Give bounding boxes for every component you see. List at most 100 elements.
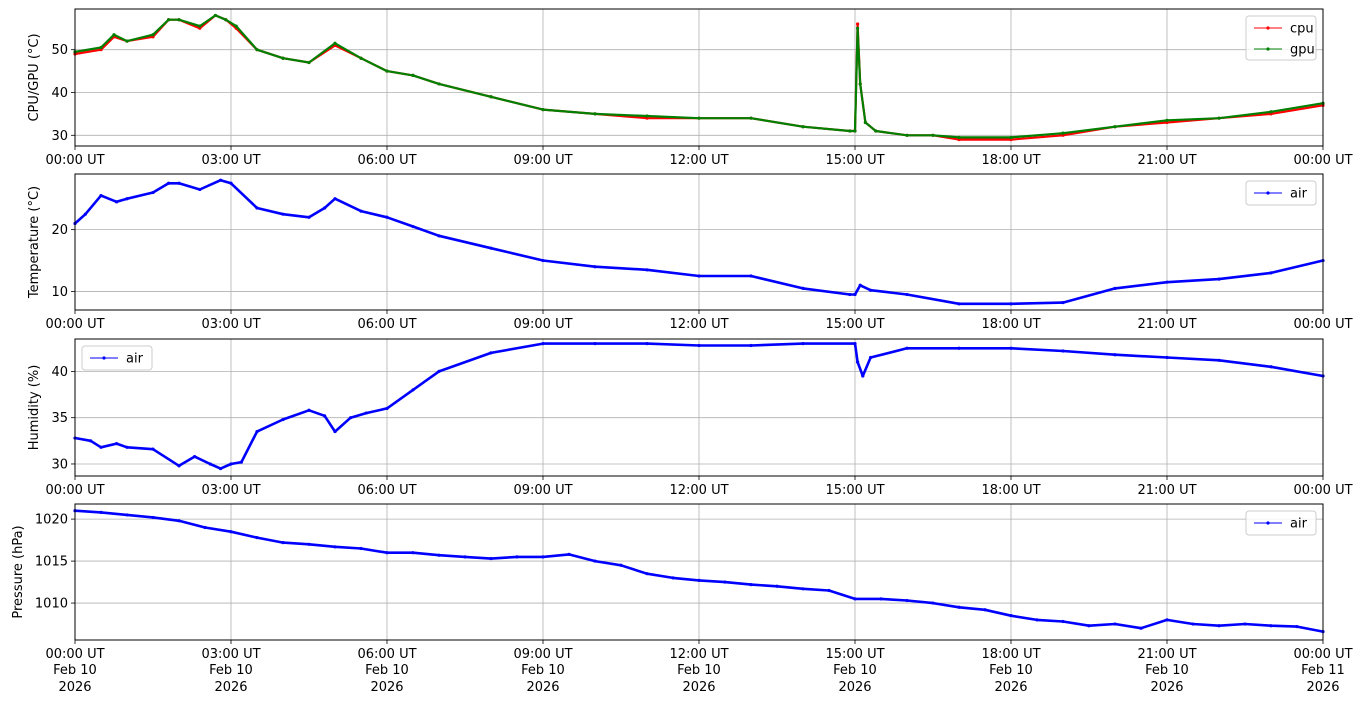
data-point (229, 181, 233, 185)
data-point (437, 82, 441, 86)
x-tick-label: 21:00 UT (1137, 317, 1196, 332)
data-point (749, 582, 753, 587)
data-point (1165, 618, 1169, 622)
x-tick-label: 18:00 UT (981, 153, 1040, 168)
data-point (167, 181, 171, 185)
data-point (1217, 116, 1221, 120)
x-tick-label: 21:00 UT (1137, 483, 1196, 498)
data-point (645, 268, 649, 272)
data-point (869, 355, 873, 360)
legend-swatch-marker (1266, 521, 1270, 525)
data-point (489, 556, 493, 561)
data-point (1139, 626, 1143, 630)
data-point (749, 274, 753, 278)
data-point (281, 417, 285, 422)
series-line-gpu (74, 14, 1324, 139)
x-tick-label: 09:00 UT (513, 483, 572, 498)
x-tick-label: 12:00 UT (669, 153, 728, 168)
legend-label: gpu (1290, 43, 1315, 58)
data-point (385, 69, 389, 73)
series-line-air (74, 178, 1324, 306)
y-tick-label: 20 (51, 223, 68, 238)
data-point (853, 597, 857, 601)
data-point (697, 116, 701, 120)
data-point (307, 542, 311, 546)
data-point (151, 515, 155, 520)
plot-frame (74, 8, 1324, 147)
y-axis-label: Pressure (hPa) (11, 525, 26, 618)
data-point (115, 442, 119, 446)
data-point (775, 584, 779, 588)
x-tick-label: 09:00 UT (513, 153, 572, 168)
data-point (869, 288, 873, 292)
data-point (125, 445, 129, 449)
data-point (1217, 624, 1221, 628)
x-tick-label: 18:00 UT (981, 317, 1040, 332)
legend-label: air (1290, 517, 1308, 532)
legend: cpu gpu (1245, 15, 1317, 61)
data-point (489, 351, 493, 355)
x-tick-label: 03:00 UT (201, 317, 260, 332)
plot-frame (74, 338, 1324, 477)
data-point (437, 369, 441, 373)
data-point (1217, 277, 1221, 281)
panel-2: 00:00 UT 03:00 UT 06:00 UT 09:00 UT 12:00 UT… (27, 173, 1353, 332)
data-point (307, 408, 311, 412)
data-point (234, 24, 238, 28)
data-point (219, 178, 223, 182)
data-point (229, 462, 233, 466)
data-point (489, 95, 493, 99)
data-point (281, 56, 285, 60)
data-point (541, 258, 545, 263)
y-tick-label: 30 (51, 457, 68, 472)
x-tick-label: 06:00 UT (357, 483, 416, 498)
data-point (1035, 618, 1039, 622)
data-point (323, 414, 327, 418)
data-point (323, 206, 327, 210)
data-point (541, 108, 545, 112)
x-year-label: 2026 (838, 680, 871, 695)
data-point (1061, 349, 1065, 353)
data-point (1269, 365, 1273, 369)
data-point (177, 464, 181, 468)
data-point (489, 246, 493, 250)
legend-swatch-marker (102, 356, 106, 360)
y-tick-label: 1015 (35, 555, 68, 570)
plot-frame (74, 503, 1324, 641)
x-date-label: Feb 10 (989, 663, 1033, 678)
x-tick-label: 09:00 UT (513, 317, 572, 332)
data-point (983, 608, 987, 612)
data-point (957, 135, 961, 140)
x-tick-label: 00:00 UT (45, 483, 104, 498)
data-point (593, 559, 597, 563)
x-tick-label: 15:00 UT (825, 153, 884, 168)
data-point (1087, 624, 1091, 628)
data-point (385, 406, 389, 411)
data-point (219, 466, 223, 471)
data-point (1217, 358, 1221, 362)
data-point (177, 519, 181, 523)
legend: air (81, 345, 153, 371)
x-tick-label: 12:00 UT (669, 483, 728, 498)
data-point (239, 460, 243, 464)
x-tick-label: 15:00 UT (825, 647, 884, 662)
data-point (801, 587, 805, 591)
data-point (281, 212, 285, 216)
data-point (349, 416, 353, 420)
data-point (1269, 110, 1273, 114)
x-year-label: 2026 (370, 680, 403, 695)
data-point (364, 411, 368, 415)
data-point (957, 605, 961, 609)
data-point (99, 45, 103, 50)
data-point (307, 215, 311, 219)
data-point (593, 112, 597, 116)
data-point (905, 292, 909, 297)
data-point (541, 555, 545, 559)
data-point (1191, 622, 1195, 626)
data-point (333, 545, 337, 549)
data-point (193, 454, 197, 459)
data-point (1243, 622, 1247, 626)
data-point (1061, 300, 1065, 305)
data-point (112, 33, 116, 37)
